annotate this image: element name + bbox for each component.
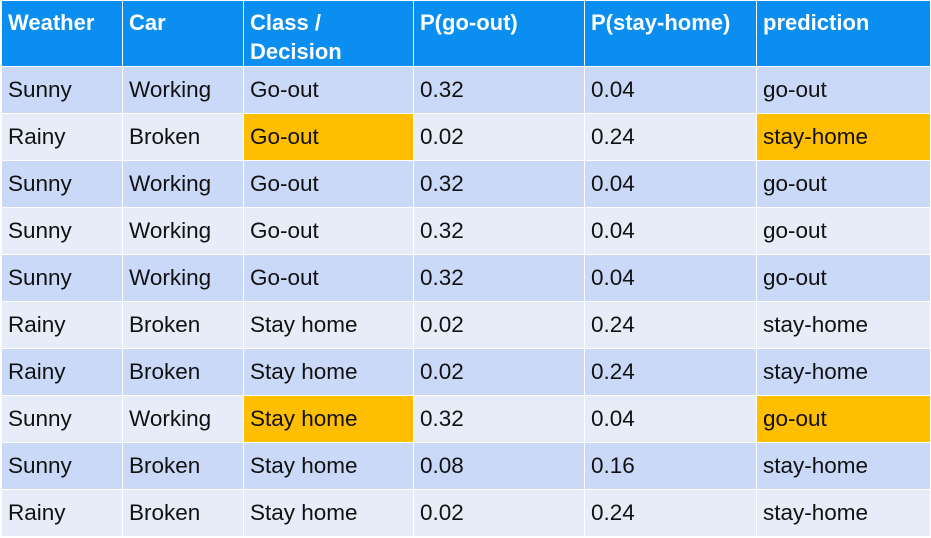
cell-p-stay-home: 0.24: [584, 301, 757, 349]
cell-prediction: stay-home: [756, 113, 931, 161]
cell-p-stay-home: 0.16: [584, 442, 757, 490]
cell-class-decision: Stay home: [243, 442, 414, 490]
cell-prediction: stay-home: [756, 489, 931, 537]
cell-weather: Sunny: [1, 160, 123, 208]
table-row: Sunny Working Go-out 0.32 0.04 go-out: [1, 66, 931, 114]
cell-car: Working: [122, 395, 244, 443]
table-row: Sunny Broken Stay home 0.08 0.16 stay-home: [1, 442, 931, 490]
cell-p-go-out: 0.02: [413, 489, 585, 537]
cell-car: Working: [122, 254, 244, 302]
cell-prediction: go-out: [756, 395, 931, 443]
cell-weather: Rainy: [1, 489, 123, 537]
header-p-stay-home: P(stay-home): [584, 0, 757, 67]
cell-weather: Sunny: [1, 66, 123, 114]
header-car: Car: [122, 0, 244, 67]
cell-p-go-out: 0.02: [413, 301, 585, 349]
cell-prediction: stay-home: [756, 301, 931, 349]
cell-p-go-out: 0.32: [413, 160, 585, 208]
header-prediction: prediction: [756, 0, 931, 67]
cell-p-go-out: 0.32: [413, 395, 585, 443]
cell-class-decision: Stay home: [243, 395, 414, 443]
cell-car: Working: [122, 66, 244, 114]
cell-p-stay-home: 0.04: [584, 207, 757, 255]
cell-weather: Sunny: [1, 207, 123, 255]
table-row: Sunny Working Go-out 0.32 0.04 go-out: [1, 207, 931, 255]
table-row: Rainy Broken Stay home 0.02 0.24 stay-home: [1, 301, 931, 349]
cell-car: Broken: [122, 442, 244, 490]
cell-weather: Sunny: [1, 254, 123, 302]
cell-prediction: go-out: [756, 66, 931, 114]
table-row: Sunny Working Go-out 0.32 0.04 go-out: [1, 254, 931, 302]
cell-class-decision: Go-out: [243, 160, 414, 208]
cell-class-decision: Go-out: [243, 66, 414, 114]
cell-p-go-out: 0.32: [413, 254, 585, 302]
table-header: Weather Car Class / Decision P(go-out) P…: [1, 0, 931, 67]
table-row: Sunny Working Go-out 0.32 0.04 go-out: [1, 160, 931, 208]
header-class-decision: Class / Decision: [243, 0, 414, 67]
cell-weather: Rainy: [1, 348, 123, 396]
cell-class-decision: Go-out: [243, 254, 414, 302]
cell-class-decision: Go-out: [243, 113, 414, 161]
cell-prediction: go-out: [756, 160, 931, 208]
cell-p-stay-home: 0.24: [584, 348, 757, 396]
cell-weather: Rainy: [1, 301, 123, 349]
cell-class-decision: Go-out: [243, 207, 414, 255]
cell-class-decision: Stay home: [243, 348, 414, 396]
cell-class-decision: Stay home: [243, 489, 414, 537]
table-row: Rainy Broken Stay home 0.02 0.24 stay-home: [1, 348, 931, 396]
cell-p-stay-home: 0.04: [584, 254, 757, 302]
cell-p-stay-home: 0.24: [584, 113, 757, 161]
cell-p-stay-home: 0.24: [584, 489, 757, 537]
cell-weather: Sunny: [1, 395, 123, 443]
header-row: Weather Car Class / Decision P(go-out) P…: [1, 0, 931, 67]
table-row: Sunny Working Stay home 0.32 0.04 go-out: [1, 395, 931, 443]
cell-p-go-out: 0.32: [413, 66, 585, 114]
cell-car: Broken: [122, 301, 244, 349]
table-row: Rainy Broken Go-out 0.02 0.24 stay-home: [1, 113, 931, 161]
cell-prediction: go-out: [756, 207, 931, 255]
cell-car: Working: [122, 160, 244, 208]
cell-p-go-out: 0.32: [413, 207, 585, 255]
cell-p-go-out: 0.08: [413, 442, 585, 490]
cell-car: Working: [122, 207, 244, 255]
cell-car: Broken: [122, 489, 244, 537]
cell-p-go-out: 0.02: [413, 113, 585, 161]
cell-class-decision: Stay home: [243, 301, 414, 349]
header-weather: Weather: [1, 0, 123, 67]
cell-weather: Rainy: [1, 113, 123, 161]
cell-p-go-out: 0.02: [413, 348, 585, 396]
table-body: Sunny Working Go-out 0.32 0.04 go-out Rainy Bro…: [1, 66, 931, 537]
table-row: Rainy Broken Stay home 0.02 0.24 stay-home: [1, 489, 931, 537]
cell-car: Broken: [122, 113, 244, 161]
cell-car: Broken: [122, 348, 244, 396]
cell-prediction: stay-home: [756, 348, 931, 396]
header-p-go-out: P(go-out): [413, 0, 585, 67]
cell-p-stay-home: 0.04: [584, 66, 757, 114]
cell-weather: Sunny: [1, 442, 123, 490]
cell-p-stay-home: 0.04: [584, 395, 757, 443]
cell-prediction: stay-home: [756, 442, 931, 490]
cell-prediction: go-out: [756, 254, 931, 302]
cell-p-stay-home: 0.04: [584, 160, 757, 208]
